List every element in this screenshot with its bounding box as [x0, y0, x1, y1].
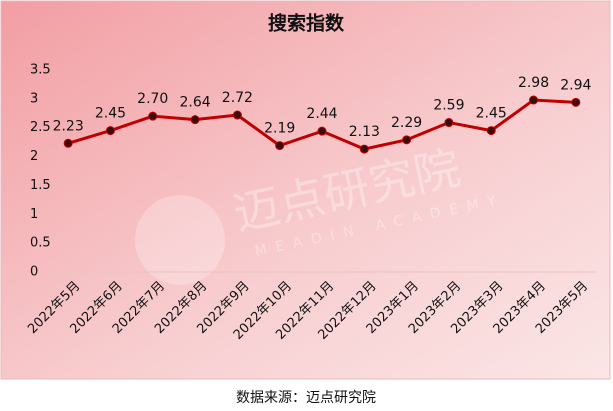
- data-point: [444, 118, 454, 128]
- data-label: 2.64: [179, 95, 210, 111]
- data-label: 2.19: [264, 121, 295, 137]
- data-label: 2.59: [433, 98, 464, 114]
- data-point: [63, 138, 73, 148]
- y-tick-label: 1.5: [30, 178, 51, 193]
- data-point: [105, 126, 115, 136]
- data-label: 2.44: [306, 106, 337, 122]
- data-point: [232, 110, 242, 120]
- data-label: 2.29: [391, 115, 422, 131]
- y-tick-label: 1: [30, 207, 38, 222]
- data-label: 2.13: [349, 124, 380, 140]
- data-point: [529, 95, 539, 105]
- chart-title: 搜索指数: [268, 12, 345, 35]
- data-label: 2.23: [53, 118, 84, 134]
- data-label: 2.45: [476, 106, 507, 122]
- data-point: [275, 141, 285, 151]
- y-tick-label: 0: [30, 265, 38, 280]
- data-label: 2.45: [95, 106, 126, 122]
- data-point: [571, 97, 581, 107]
- data-point: [486, 126, 496, 136]
- data-label: 2.72: [222, 90, 253, 106]
- source-note: 数据来源：迈点研究院: [236, 390, 376, 406]
- chart-background: [0, 0, 611, 380]
- data-point: [402, 135, 412, 145]
- data-point: [317, 126, 327, 136]
- y-tick-label: 2.5: [30, 120, 51, 135]
- y-tick-label: 0.5: [30, 236, 51, 251]
- data-point: [359, 144, 369, 154]
- data-label: 2.94: [560, 77, 591, 93]
- data-label: 2.98: [518, 75, 549, 91]
- data-label: 2.70: [137, 91, 168, 107]
- data-point: [148, 111, 158, 121]
- y-tick-label: 3.5: [30, 63, 51, 78]
- data-point: [190, 115, 200, 125]
- watermark-logo: [135, 195, 225, 285]
- y-tick-label: 3: [30, 91, 38, 106]
- y-tick-label: 2: [30, 149, 38, 164]
